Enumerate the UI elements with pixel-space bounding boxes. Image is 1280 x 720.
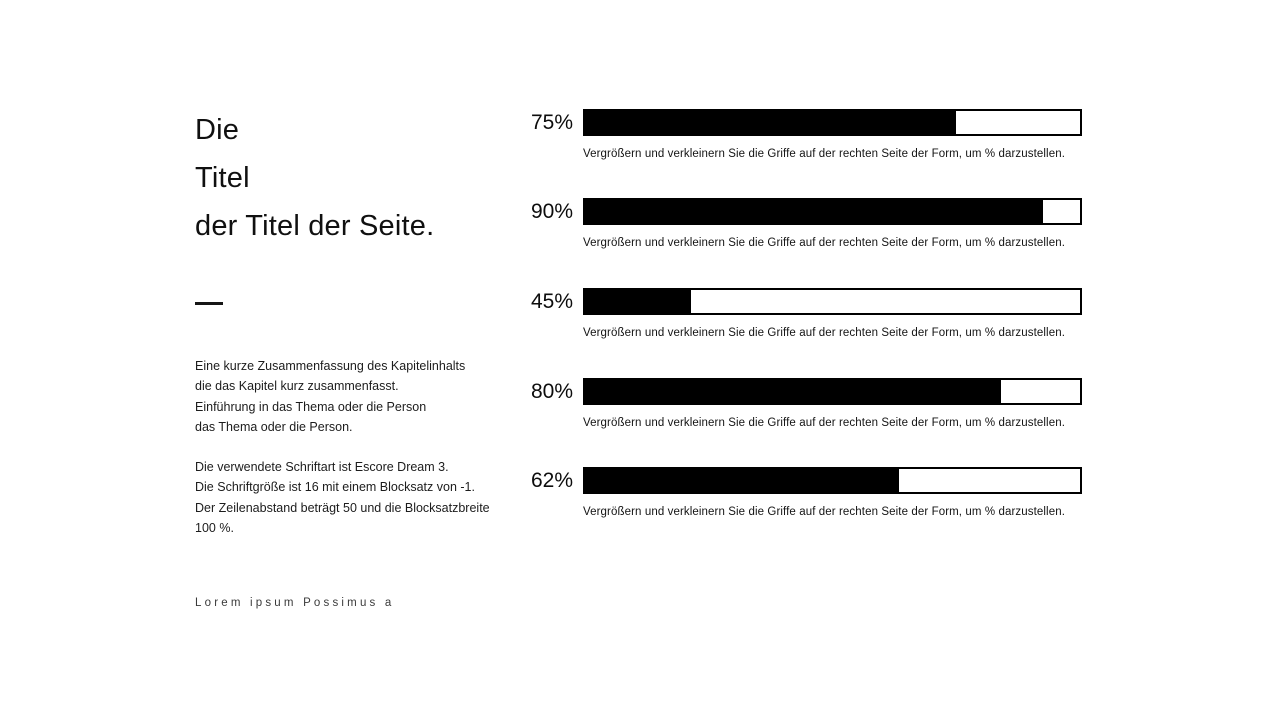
progress-caption: Vergrößern und verkleinern Sie die Griff… — [583, 417, 1065, 429]
progress-bar[interactable] — [583, 198, 1082, 225]
page-title-line-2: Titel — [195, 162, 250, 194]
summary-line-1: Eine kurze Zusammenfassung des Kapitelin… — [195, 359, 466, 373]
font-info-line-1: Die verwendete Schriftart ist Escore Dre… — [195, 460, 449, 474]
page-title-line-3: der Titel der Seite. — [195, 210, 435, 242]
progress-percent-label: 75% — [530, 111, 573, 134]
font-info-paragraph: Die verwendete Schriftart ist Escore Dre… — [195, 457, 490, 539]
progress-bar[interactable] — [583, 467, 1082, 494]
progress-bar-fill[interactable] — [585, 290, 692, 313]
font-info-line-3: Der Zeilenabstand beträgt 50 und die Blo… — [195, 500, 490, 515]
progress-percent-label: 45% — [530, 290, 573, 313]
progress-bar[interactable] — [583, 109, 1082, 136]
page-title: Die Titel der Titel der Seite. — [195, 106, 434, 250]
progress-bar[interactable] — [583, 288, 1082, 315]
progress-caption: Vergrößern und verkleinern Sie die Griff… — [583, 237, 1065, 249]
font-info-line-4: 100 %. — [195, 521, 234, 536]
progress-row-1: 75% Vergrößern und verkleinern Sie die G… — [0, 109, 1280, 179]
progress-percent-label: 62% — [530, 469, 573, 492]
progress-caption: Vergrößern und verkleinern Sie die Griff… — [583, 148, 1065, 160]
progress-caption: Vergrößern und verkleinern Sie die Griff… — [583, 327, 1065, 339]
summary-line-2: die das Kapitel kurz zusammenfasst. — [195, 379, 399, 394]
footer-text: Lorem ipsum Possimus a — [195, 597, 395, 609]
progress-row-3: 45% Vergrößern und verkleinern Sie die G… — [0, 288, 1280, 358]
progress-percent-label: 90% — [530, 200, 573, 223]
title-divider — [195, 302, 223, 305]
progress-bar[interactable] — [583, 378, 1082, 405]
progress-bar-fill[interactable] — [585, 380, 1001, 403]
progress-row-4: 80% Vergrößern und verkleinern Sie die G… — [0, 378, 1280, 448]
page-title-line-1: Die — [195, 114, 240, 146]
font-info-line-2: Die Schriftgröße ist 16 mit einem Blocks… — [195, 480, 475, 495]
summary-line-3: Einführung in das Thema oder die Person — [195, 399, 427, 414]
summary-paragraph: Eine kurze Zusammenfassung des Kapitelin… — [195, 356, 465, 438]
progress-caption: Vergrößern und verkleinern Sie die Griff… — [583, 506, 1065, 518]
progress-row-2: 90% Vergrößern und verkleinern Sie die G… — [0, 198, 1280, 268]
progress-percent-label: 80% — [530, 380, 573, 403]
summary-line-4: das Thema oder die Person. — [195, 420, 353, 435]
progress-row-5: 62% Vergrößern und verkleinern Sie die G… — [0, 467, 1280, 537]
progress-bar-fill[interactable] — [585, 200, 1043, 223]
progress-bar-fill[interactable] — [585, 469, 900, 492]
progress-bar-fill[interactable] — [585, 111, 957, 134]
